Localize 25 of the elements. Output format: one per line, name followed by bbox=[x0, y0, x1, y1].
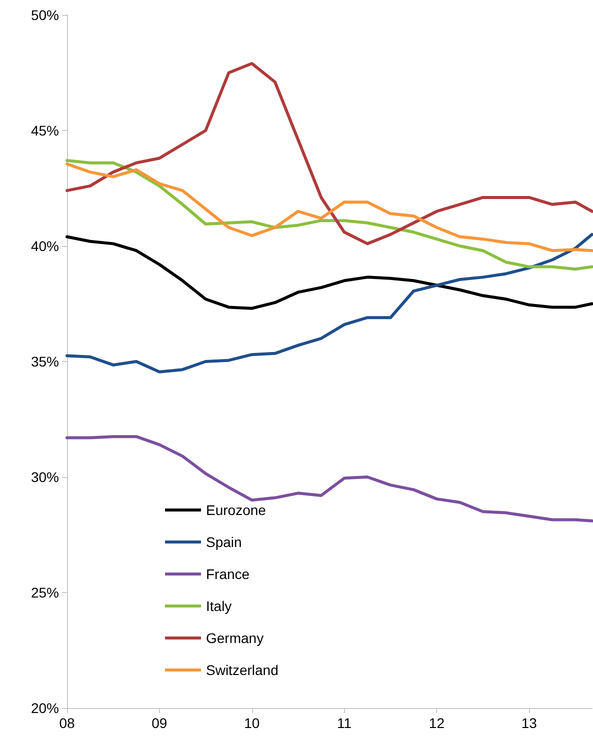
y-tick-label: 35% bbox=[30, 354, 59, 370]
legend-label: Switzerland bbox=[206, 662, 278, 678]
legend-label: Eurozone bbox=[206, 502, 266, 518]
legend-label: France bbox=[206, 566, 250, 582]
x-tick-label: 12 bbox=[428, 715, 445, 731]
line-series bbox=[66, 235, 593, 310]
y-tick-label: 25% bbox=[30, 584, 59, 600]
y-tick-label: 45% bbox=[30, 122, 59, 138]
x-tick-label: 08 bbox=[59, 715, 75, 731]
line-series bbox=[66, 232, 593, 374]
y-tick-label: 20% bbox=[30, 700, 59, 716]
line-series bbox=[66, 62, 593, 246]
x-tick-label: 13 bbox=[521, 715, 538, 731]
legend-label: Italy bbox=[206, 598, 232, 614]
line-series bbox=[66, 435, 593, 522]
y-tick-label: 50% bbox=[30, 7, 59, 23]
legend-label: Germany bbox=[206, 630, 264, 646]
y-tick-label: 40% bbox=[30, 238, 59, 254]
x-tick-label: 10 bbox=[244, 715, 260, 731]
line-series bbox=[66, 159, 593, 271]
line-series bbox=[66, 162, 593, 252]
x-tick-label: 09 bbox=[152, 715, 168, 731]
x-tick-label: 11 bbox=[337, 715, 352, 731]
y-tick-label: 30% bbox=[30, 469, 59, 485]
legend-label: Spain bbox=[206, 534, 242, 550]
